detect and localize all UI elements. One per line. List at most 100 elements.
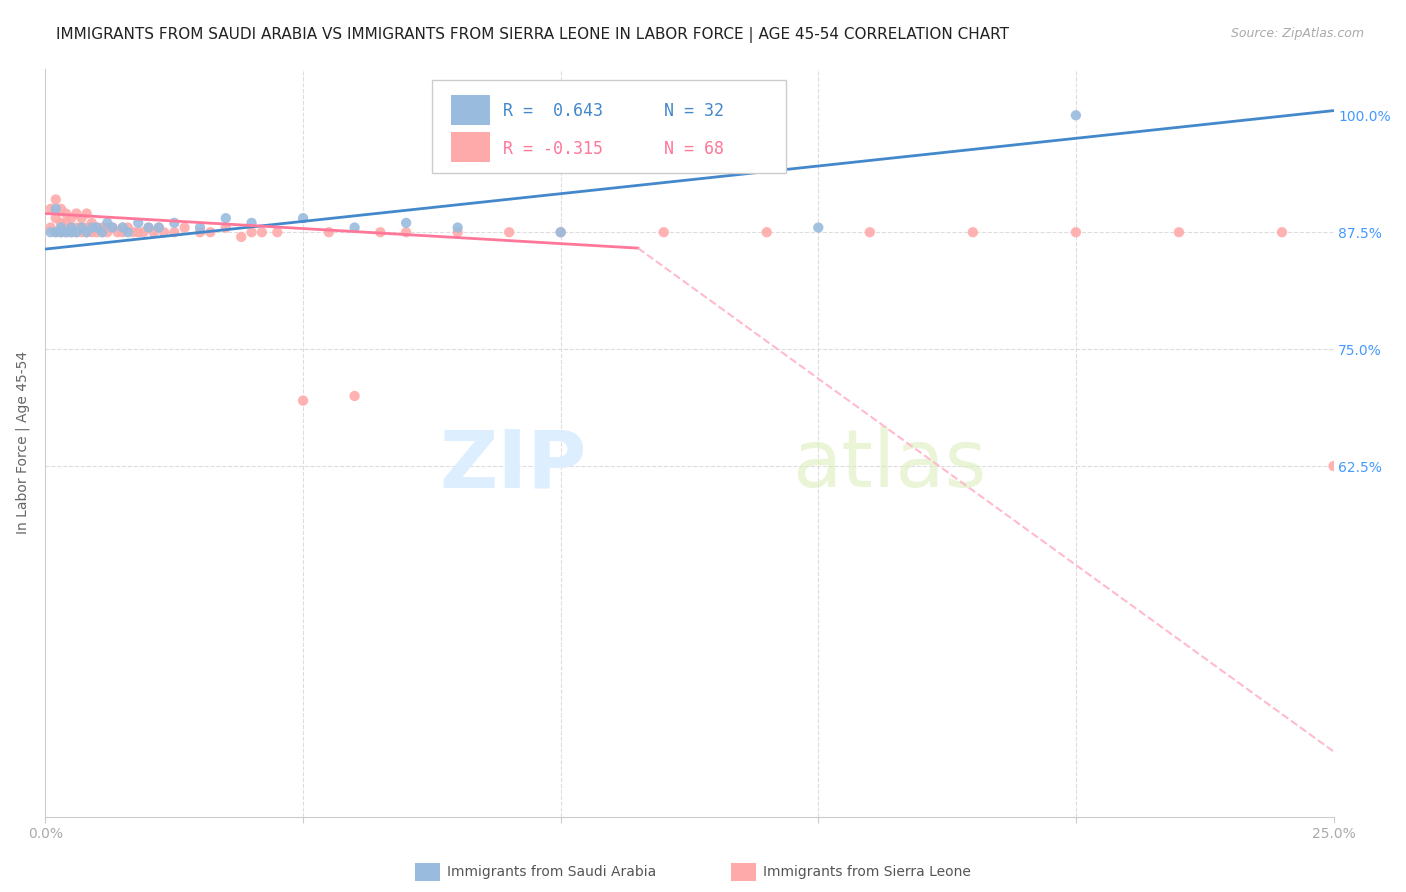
Point bbox=[343, 220, 366, 235]
Point bbox=[173, 220, 195, 235]
Point bbox=[962, 225, 984, 239]
Point bbox=[101, 220, 124, 235]
Point bbox=[117, 220, 139, 235]
Point bbox=[70, 220, 93, 235]
Point bbox=[96, 216, 118, 230]
Point bbox=[49, 225, 72, 239]
Point bbox=[55, 225, 77, 239]
Point bbox=[96, 225, 118, 239]
Point bbox=[240, 216, 263, 230]
Point bbox=[65, 225, 87, 239]
Point bbox=[60, 220, 83, 235]
Point bbox=[76, 206, 98, 220]
Point bbox=[122, 225, 145, 239]
Point bbox=[370, 225, 392, 239]
Point bbox=[70, 225, 93, 239]
Point bbox=[240, 225, 263, 239]
Point bbox=[550, 225, 572, 239]
Point bbox=[231, 230, 253, 244]
Point bbox=[652, 225, 675, 239]
Point bbox=[45, 225, 67, 239]
Text: R = -0.315: R = -0.315 bbox=[503, 139, 603, 158]
Text: R =  0.643: R = 0.643 bbox=[503, 103, 603, 120]
Point bbox=[76, 220, 98, 235]
Point bbox=[132, 225, 155, 239]
Point bbox=[163, 225, 186, 239]
Y-axis label: In Labor Force | Age 45-54: In Labor Force | Age 45-54 bbox=[15, 351, 30, 534]
FancyBboxPatch shape bbox=[432, 79, 786, 173]
Point bbox=[395, 225, 418, 239]
Point bbox=[1168, 225, 1191, 239]
Point bbox=[550, 225, 572, 239]
Point bbox=[49, 220, 72, 235]
Point bbox=[45, 202, 67, 216]
Point bbox=[446, 220, 468, 235]
Text: Immigrants from Sierra Leone: Immigrants from Sierra Leone bbox=[763, 865, 972, 880]
Point bbox=[91, 225, 114, 239]
Point bbox=[60, 225, 83, 239]
Point bbox=[76, 225, 98, 239]
Point bbox=[292, 211, 315, 226]
Point bbox=[200, 225, 222, 239]
Point bbox=[80, 220, 103, 235]
Point bbox=[86, 225, 108, 239]
Point bbox=[60, 211, 83, 226]
Text: N = 68: N = 68 bbox=[664, 139, 724, 158]
Point bbox=[148, 220, 170, 235]
Point bbox=[60, 220, 83, 235]
Point bbox=[111, 220, 134, 235]
Point bbox=[111, 220, 134, 235]
Point bbox=[65, 220, 87, 235]
Text: Immigrants from Saudi Arabia: Immigrants from Saudi Arabia bbox=[447, 865, 657, 880]
Point bbox=[76, 225, 98, 239]
Point bbox=[250, 225, 273, 239]
Point bbox=[1064, 225, 1087, 239]
Point bbox=[859, 225, 882, 239]
Text: ZIP: ZIP bbox=[439, 426, 586, 504]
Point bbox=[107, 225, 129, 239]
Point bbox=[70, 220, 93, 235]
Point bbox=[55, 216, 77, 230]
Point bbox=[39, 220, 62, 235]
Point bbox=[127, 216, 149, 230]
Text: IMMIGRANTS FROM SAUDI ARABIA VS IMMIGRANTS FROM SIERRA LEONE IN LABOR FORCE | AG: IMMIGRANTS FROM SAUDI ARABIA VS IMMIGRAN… bbox=[56, 27, 1010, 43]
Point bbox=[1064, 108, 1087, 122]
Point bbox=[39, 225, 62, 239]
Point bbox=[55, 225, 77, 239]
Point bbox=[45, 211, 67, 226]
Point bbox=[188, 225, 211, 239]
Point bbox=[446, 225, 468, 239]
Point bbox=[138, 220, 160, 235]
Point bbox=[498, 225, 520, 239]
Point bbox=[45, 193, 67, 207]
Point bbox=[55, 206, 77, 220]
Point bbox=[153, 225, 176, 239]
Point bbox=[142, 225, 165, 239]
Point bbox=[91, 220, 114, 235]
Point bbox=[86, 220, 108, 235]
Point bbox=[80, 216, 103, 230]
Point bbox=[318, 225, 340, 239]
Point bbox=[755, 225, 778, 239]
Point bbox=[39, 202, 62, 216]
Point bbox=[86, 220, 108, 235]
Point bbox=[215, 220, 238, 235]
Point bbox=[127, 225, 149, 239]
Point bbox=[49, 202, 72, 216]
Point bbox=[188, 220, 211, 235]
Point bbox=[49, 216, 72, 230]
Point bbox=[96, 220, 118, 235]
Point bbox=[80, 225, 103, 239]
Point bbox=[266, 225, 288, 239]
Point bbox=[292, 393, 315, 408]
Point bbox=[807, 220, 830, 235]
Point bbox=[65, 206, 87, 220]
Point bbox=[395, 216, 418, 230]
Point bbox=[91, 225, 114, 239]
FancyBboxPatch shape bbox=[451, 132, 489, 162]
Point bbox=[343, 389, 366, 403]
Point bbox=[163, 216, 186, 230]
Point bbox=[111, 225, 134, 239]
Text: atlas: atlas bbox=[793, 426, 987, 504]
Point bbox=[101, 220, 124, 235]
